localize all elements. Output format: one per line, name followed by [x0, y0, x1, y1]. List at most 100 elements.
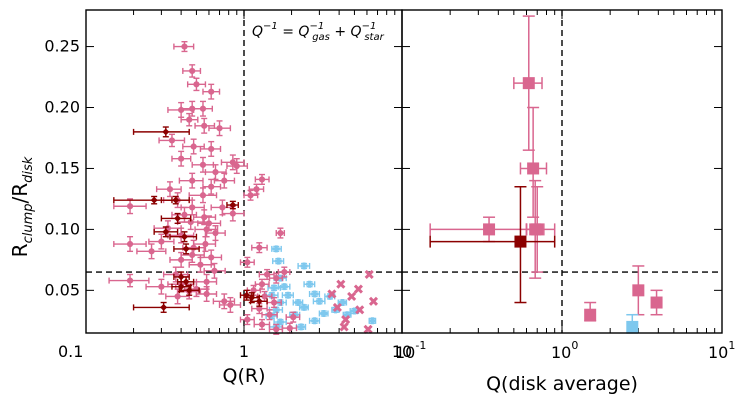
panel2-marks	[402, 10, 722, 334]
data-point-x	[353, 284, 363, 294]
data-point-diamond	[182, 278, 190, 286]
data-point-circle	[212, 169, 219, 176]
data-point-circle	[244, 316, 251, 323]
data-point-square	[529, 223, 542, 236]
data-point-x	[341, 315, 351, 325]
data-point-square	[584, 308, 597, 321]
panel1-y-ticks: 0.05 0.10 0.15 0.20 0.25	[44, 37, 402, 299]
data-point-circle	[208, 145, 215, 153]
panel2-x-label: Q(disk average)	[486, 373, 638, 395]
y-tick-label: 0.05	[44, 280, 80, 299]
data-point-circle	[208, 88, 215, 95]
data-point-circle	[203, 290, 210, 298]
y-label-sub1: clump	[21, 203, 36, 243]
data-point-plus	[311, 317, 319, 325]
data-point-circle	[126, 240, 134, 248]
data-point-diamond	[180, 233, 188, 241]
q-formula-annotation: Q−1 = Q−1 gas + Q−1 star	[252, 21, 385, 43]
data-point-circle	[233, 162, 240, 170]
data-point-diamond	[177, 273, 185, 281]
data-point-circle	[221, 298, 228, 305]
data-point-circle	[261, 293, 268, 300]
y-tick-label: 0.20	[44, 98, 80, 117]
data-point-circle	[199, 161, 207, 168]
data-point-circle	[193, 81, 200, 88]
data-point-diamond	[162, 228, 170, 236]
data-point-circle	[256, 244, 263, 251]
data-point-circle	[227, 301, 234, 309]
y-label-mid: /R	[8, 183, 32, 204]
data-point-circle	[281, 268, 288, 276]
data-point-circle	[258, 281, 266, 288]
data-point-x	[368, 296, 379, 306]
panel1-marks	[86, 10, 402, 335]
data-point-square	[632, 284, 645, 297]
data-point-plus	[320, 309, 328, 317]
data-point-circle	[208, 183, 215, 190]
data-point-x	[355, 305, 365, 315]
data-point-circle	[148, 248, 155, 255]
data-point-plus	[368, 317, 376, 325]
p2-xtick-left: 10-1	[395, 339, 426, 362]
data-point-circle	[199, 192, 207, 199]
data-point-circle	[189, 177, 196, 184]
data-point-square	[514, 235, 527, 248]
data-point-circle	[178, 256, 185, 263]
data-point-circle	[158, 283, 165, 290]
data-point-plus	[274, 257, 282, 265]
data-point-circle	[166, 186, 174, 193]
data-point-circle	[229, 210, 236, 217]
data-point-circle	[186, 116, 193, 123]
data-point-x	[339, 322, 349, 332]
y-label-sub2: disk	[21, 156, 36, 183]
data-point-x	[332, 302, 342, 312]
x-tick-label: 0.1	[58, 342, 83, 361]
data-point-circle	[229, 159, 236, 166]
data-point-circle	[290, 314, 297, 321]
data-point-diamond	[229, 201, 237, 209]
data-point-circle	[258, 176, 266, 183]
data-point-circle	[263, 271, 271, 278]
data-point-plus	[315, 297, 323, 305]
data-point-circle	[189, 251, 196, 259]
data-point-circle	[158, 238, 165, 245]
data-point-x	[336, 279, 346, 289]
data-point-circle	[253, 186, 260, 193]
data-point-circle	[286, 325, 293, 332]
data-point-circle	[258, 321, 266, 328]
data-point-plus	[306, 280, 314, 288]
data-point-circle	[189, 67, 196, 75]
data-point-diamond	[185, 286, 193, 294]
data-point-circle	[208, 254, 215, 261]
data-point-circle	[202, 240, 209, 248]
data-point-circle	[216, 125, 223, 132]
data-point-diamond	[172, 196, 180, 204]
data-point-diamond	[150, 196, 158, 204]
data-point-circle	[211, 267, 218, 274]
data-point-circle	[201, 122, 208, 129]
data-point-circle	[266, 311, 273, 318]
y-tick-label: 0.25	[44, 37, 80, 56]
panel-q-local: 0.05 0.10 0.15 0.20 0.25 0.1 1 10 Q−1 = Q−1 gas…	[44, 9, 412, 387]
data-point-circle	[126, 277, 134, 284]
data-point-square	[626, 320, 639, 333]
data-point-circle	[168, 137, 176, 144]
x-tick-label: 10	[392, 342, 412, 361]
panel-q-disk-average: Q(disk average)	[401, 9, 723, 395]
data-point-circle	[277, 229, 284, 237]
data-point-circle	[219, 204, 226, 211]
data-point-circle	[126, 203, 134, 210]
y-label-main: R	[8, 243, 32, 257]
data-point-plus	[270, 284, 278, 292]
data-point-circle	[181, 43, 188, 50]
data-point-circle	[197, 261, 204, 268]
data-point-square	[483, 223, 496, 236]
data-point-diamond	[182, 245, 190, 253]
y-axis-label: Rclump/Rdisk	[8, 156, 36, 257]
data-point-plus	[338, 299, 346, 307]
data-point-circle	[221, 177, 228, 184]
data-point-circle	[212, 229, 219, 237]
y-tick-label: 0.10	[44, 219, 80, 238]
data-point-circle	[201, 214, 208, 221]
